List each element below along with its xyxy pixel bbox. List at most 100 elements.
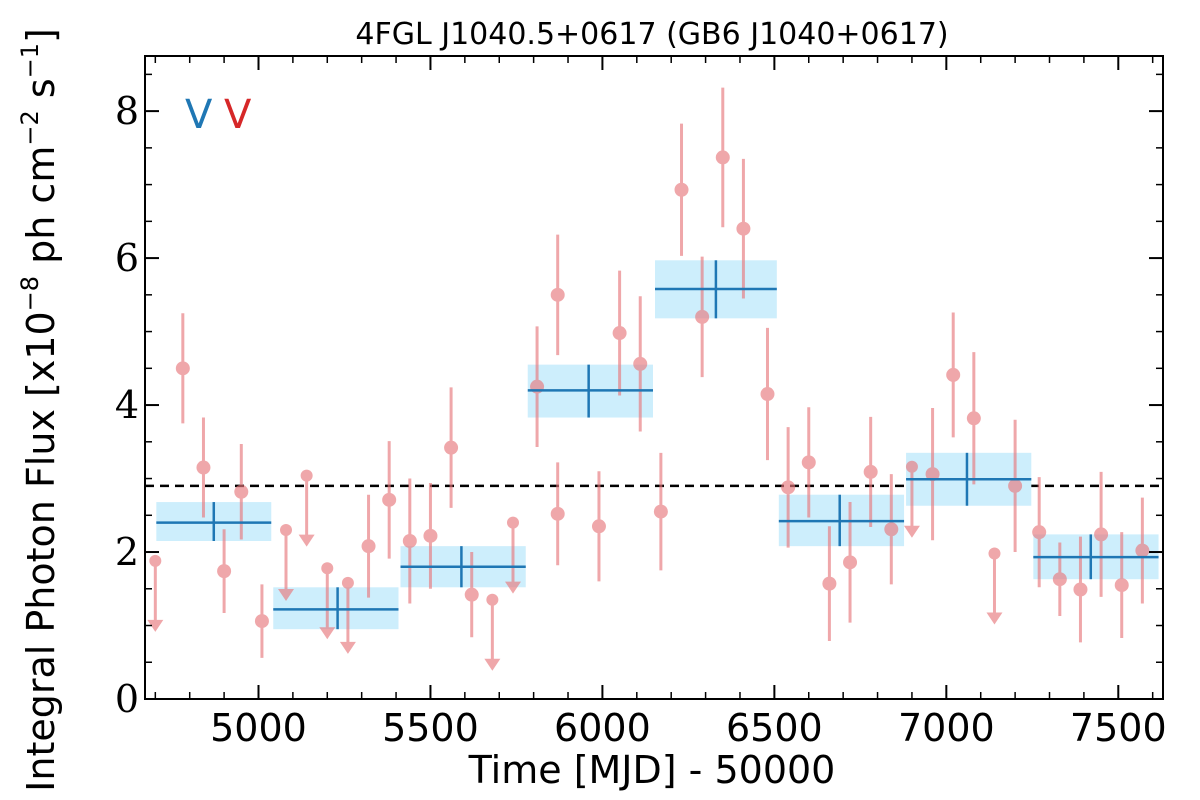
upper-limit-4: [339, 576, 356, 654]
data-point-marker: [736, 221, 751, 236]
data-point-marker: [1135, 543, 1150, 558]
data-point-9: [444, 387, 459, 508]
data-point-37: [1114, 532, 1129, 639]
data-point-marker: [1008, 478, 1023, 493]
data-point-23: [781, 427, 796, 548]
bin-3: [527, 364, 653, 418]
data-point-marker: [925, 467, 940, 482]
y-axis-label-exp2: −2: [16, 110, 44, 145]
data-point-marker: [196, 460, 211, 475]
x-tick-label: 6000: [554, 706, 651, 750]
variability-marker-points: V: [224, 92, 252, 138]
upper-limit-arrow: [484, 658, 501, 671]
upper-limit-arrow: [504, 581, 521, 594]
data-point-marker: [217, 564, 232, 579]
data-point-marker: [423, 528, 438, 543]
y-tick-label: 4: [115, 383, 139, 427]
data-point-15: [612, 270, 627, 396]
upper-limits-layer: [147, 460, 1003, 671]
data-point-marker: [234, 484, 249, 499]
data-point-21: [736, 158, 751, 299]
data-point-32: [1008, 419, 1023, 553]
data-point-marker: [822, 576, 837, 591]
data-point-31: [966, 352, 981, 485]
upper-limit-arrow: [986, 612, 1003, 625]
data-point-marker: [1094, 527, 1109, 542]
data-point-marker: [781, 480, 796, 495]
data-point-marker: [550, 287, 565, 302]
data-point-marker: [1073, 582, 1088, 597]
x-tick-label: 5000: [210, 706, 307, 750]
upper-limit-7: [903, 460, 920, 538]
upper-limit-marker: [486, 593, 499, 606]
y-tick-label: 6: [115, 236, 139, 280]
y-axis-label-end: ]: [19, 28, 63, 43]
binned-bands-layer: [156, 260, 1159, 630]
y-axis-label-mid2: s: [19, 78, 63, 110]
y-axis-label-exp1: −8: [16, 276, 44, 311]
upper-limit-marker: [506, 516, 519, 529]
data-point-marker: [402, 534, 417, 549]
y-axis-label-exp3: −1: [16, 43, 44, 78]
data-point-marker: [715, 150, 730, 165]
upper-limit-marker: [280, 523, 293, 536]
data-point-16: [633, 296, 648, 432]
y-axis-label-mid: ph cm: [19, 146, 63, 276]
upper-limit-5: [484, 593, 501, 671]
data-point-marker: [591, 519, 606, 534]
upper-limit-marker: [300, 469, 313, 482]
data-point-22: [760, 327, 775, 461]
data-point-marker: [801, 455, 816, 470]
data-point-marker: [382, 492, 397, 507]
data-point-12: [550, 462, 565, 566]
y-tick-label: 2: [115, 530, 139, 574]
data-point-34: [1052, 542, 1067, 616]
data-point-marker: [946, 367, 961, 382]
x-tick-label: 7000: [898, 706, 995, 750]
data-point-marker: [612, 326, 627, 341]
y-axis-label-base: Integral Photon Flux [x10: [19, 311, 63, 792]
data-point-20: [715, 87, 730, 228]
data-point-1: [196, 417, 211, 518]
data-point-marker: [966, 411, 981, 426]
x-tick-label: 6500: [726, 706, 823, 750]
upper-limit-arrow: [278, 588, 295, 601]
bin-0: [156, 502, 272, 542]
upper-limit-marker: [321, 562, 334, 575]
bin-7: [1033, 534, 1159, 580]
data-point-marker: [674, 182, 689, 197]
data-point-33: [1032, 477, 1047, 588]
x-axis-ticks: 5000 5500 6000 6500 7000 7500: [154, 56, 1167, 750]
upper-limit-arrow: [339, 641, 356, 654]
data-point-38: [1135, 497, 1150, 604]
data-point-7: [402, 478, 417, 604]
data-point-5: [361, 494, 376, 598]
data-point-marker: [1032, 525, 1047, 540]
data-point-6: [382, 441, 397, 559]
upper-limit-1: [278, 523, 295, 601]
plot-frame: [144, 55, 1164, 700]
data-point-marker: [464, 587, 479, 602]
data-point-27: [863, 416, 878, 528]
upper-limit-arrow: [298, 534, 315, 547]
data-point-marker: [760, 387, 775, 402]
bin-5: [778, 494, 905, 547]
data-point-marker: [1114, 578, 1129, 593]
data-point-marker: [361, 539, 376, 554]
data-point-14: [591, 471, 606, 582]
upper-limit-6: [504, 516, 521, 594]
variability-marker-binned: V: [185, 92, 213, 138]
data-point-25: [822, 526, 837, 641]
data-point-35: [1073, 536, 1088, 643]
binned-lines-layer: [156, 260, 1159, 630]
upper-limit-8: [986, 547, 1003, 625]
data-point-24: [801, 407, 816, 518]
data-point-0: [175, 313, 190, 424]
upper-limit-0: [147, 554, 164, 632]
bin-2: [400, 546, 526, 588]
upper-limit-arrow: [147, 619, 164, 632]
data-point-29: [925, 407, 940, 541]
y-axis-label: Integral Photon Flux [x10−8 ph cm−2 s−1]: [16, 28, 63, 792]
data-point-2: [217, 529, 232, 614]
